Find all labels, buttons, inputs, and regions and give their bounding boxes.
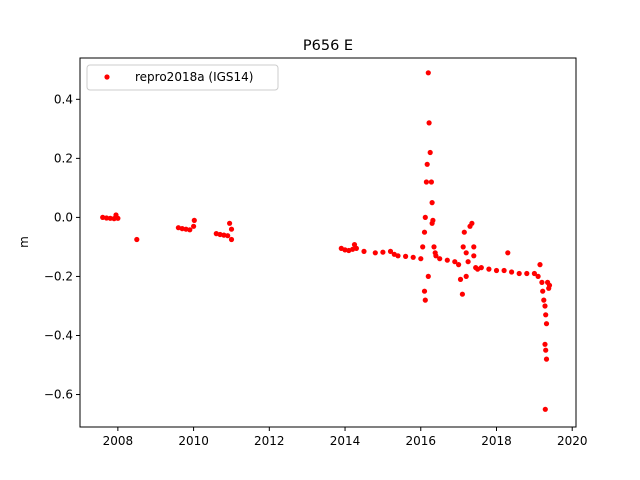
x-tick-label: 2010 xyxy=(178,434,209,448)
data-point xyxy=(422,214,428,220)
data-point xyxy=(486,266,492,272)
data-point xyxy=(546,282,553,288)
data-point xyxy=(444,257,450,263)
plot-area xyxy=(100,70,553,412)
data-point xyxy=(107,215,113,221)
x-axis: 2008 2010 2012 2014 2016 2018 2020 xyxy=(103,427,588,448)
data-point xyxy=(113,212,119,218)
data-point xyxy=(457,276,464,282)
legend-label: repro2018a (IGS14) xyxy=(135,70,253,84)
data-point xyxy=(509,269,515,275)
x-tick-label: 2014 xyxy=(330,434,361,448)
data-point xyxy=(471,244,477,250)
data-point xyxy=(543,312,549,318)
data-point xyxy=(227,220,233,226)
chart-title: P656 E xyxy=(303,38,353,54)
data-point xyxy=(505,250,511,256)
data-point xyxy=(493,267,500,274)
data-point xyxy=(535,273,541,279)
y-tick-label: 0.0 xyxy=(54,210,73,224)
x-tick-label: 2020 xyxy=(557,434,588,448)
data-point xyxy=(421,288,428,294)
data-point xyxy=(543,347,549,353)
data-point xyxy=(437,256,443,262)
data-point xyxy=(461,229,467,235)
data-point xyxy=(539,279,545,285)
legend: repro2018a (IGS14) xyxy=(86,64,279,91)
y-tick-label: −0.2 xyxy=(44,269,73,283)
data-point xyxy=(524,270,530,277)
data-point xyxy=(531,270,538,277)
data-point xyxy=(424,161,430,167)
data-point xyxy=(187,227,193,233)
data-point xyxy=(463,273,469,279)
data-point xyxy=(463,250,469,256)
data-point xyxy=(395,253,401,259)
data-point xyxy=(421,229,428,235)
data-point xyxy=(478,265,484,271)
data-point xyxy=(225,233,231,239)
data-point xyxy=(228,236,235,243)
data-point xyxy=(537,262,543,268)
data-point xyxy=(191,217,197,223)
plot-frame xyxy=(79,57,577,428)
y-tick-label: 0.2 xyxy=(54,151,73,165)
data-point xyxy=(372,250,378,256)
x-tick-label: 2012 xyxy=(254,434,285,448)
data-point xyxy=(501,267,507,274)
data-point xyxy=(228,226,235,232)
data-point xyxy=(361,248,367,254)
data-point xyxy=(427,149,433,156)
data-point xyxy=(543,321,550,327)
legend-marker xyxy=(104,74,110,80)
data-point xyxy=(418,256,424,262)
data-point xyxy=(469,220,475,226)
data-point xyxy=(471,253,477,259)
data-point xyxy=(403,253,409,259)
data-point xyxy=(387,248,394,254)
data-point xyxy=(542,341,548,347)
y-tick-label: 0.4 xyxy=(54,92,73,106)
data-point xyxy=(516,270,522,277)
data-point xyxy=(420,244,426,250)
x-tick-label: 2018 xyxy=(481,434,512,448)
data-point xyxy=(425,273,431,279)
x-tick-label: 2008 xyxy=(103,434,134,448)
data-point xyxy=(459,291,465,297)
data-point xyxy=(428,179,434,185)
y-axis-label: m xyxy=(17,236,31,248)
data-point xyxy=(542,406,548,412)
data-point xyxy=(540,288,546,294)
data-point xyxy=(431,244,437,250)
data-point xyxy=(465,259,471,265)
data-point xyxy=(543,356,550,362)
y-tick-label: −0.4 xyxy=(44,328,73,342)
data-point xyxy=(429,220,435,226)
data-point xyxy=(351,242,358,248)
data-point xyxy=(423,179,429,185)
data-point xyxy=(425,70,431,76)
data-point xyxy=(456,262,462,268)
data-point xyxy=(380,249,386,255)
data-point xyxy=(542,303,548,309)
legend-box xyxy=(86,64,279,91)
data-point xyxy=(433,253,439,259)
data-point xyxy=(429,200,435,206)
data-point xyxy=(541,297,547,303)
data-point xyxy=(452,259,458,265)
y-tick-label: −0.6 xyxy=(44,388,73,402)
data-point xyxy=(410,254,416,260)
data-point xyxy=(426,120,432,126)
y-axis: 0.4 0.2 0.0 −0.2 −0.4 −0.6 xyxy=(44,92,80,402)
x-tick-label: 2016 xyxy=(405,434,436,448)
data-point xyxy=(103,215,110,221)
data-point xyxy=(422,297,428,303)
data-point xyxy=(460,244,466,250)
data-point xyxy=(134,236,140,243)
data-point xyxy=(191,223,197,229)
